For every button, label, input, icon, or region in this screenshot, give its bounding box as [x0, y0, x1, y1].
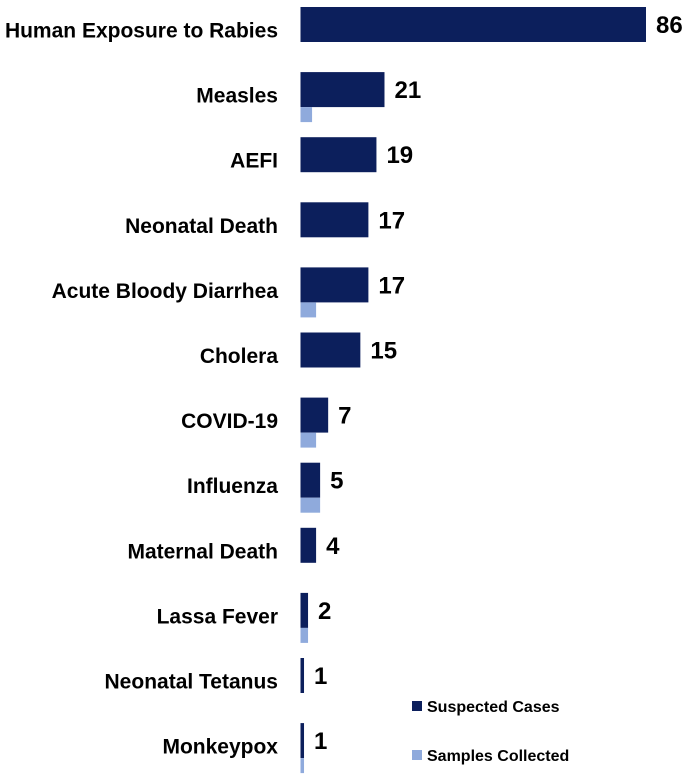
bar-samples-collected-measles [300, 107, 313, 123]
bar-suspected-cases-monkeypox [300, 723, 305, 759]
value-label-acute-bloody-diarrhea: 17 [378, 272, 405, 299]
bar-suspected-cases-human-exposure-to-rabies [300, 7, 646, 42]
value-label-influenza: 5 [330, 468, 343, 495]
category-label-acute-bloody-diarrhea: Acute Bloody Diarrhea [52, 280, 279, 303]
bar-suspected-cases-measles [300, 72, 385, 108]
bar-suspected-cases-maternal-death [300, 527, 317, 563]
value-label-neonatal-death: 17 [378, 207, 405, 234]
bar-samples-collected-covid-19 [300, 432, 317, 448]
category-label-cholera: Cholera [200, 345, 279, 368]
bar-suspected-cases-acute-bloody-diarrhea [300, 267, 369, 303]
category-label-lassa-fever: Lassa Fever [157, 605, 278, 628]
bar-samples-collected-influenza [300, 497, 321, 513]
value-label-measles: 21 [394, 77, 421, 104]
value-label-human-exposure-to-rabies: 86 [656, 12, 683, 39]
bar-samples-collected-lassa-fever [300, 627, 309, 643]
category-label-maternal-death: Maternal Death [127, 540, 278, 563]
bar-suspected-cases-lassa-fever [300, 592, 309, 628]
category-label-neonatal-tetanus: Neonatal Tetanus [105, 671, 278, 694]
category-label-measles: Measles [196, 85, 278, 108]
category-label-aefi: AEFI [230, 150, 278, 173]
bar-suspected-cases-covid-19 [300, 397, 329, 433]
category-label-influenza: Influenza [187, 475, 278, 498]
bar-suspected-cases-aefi [300, 137, 377, 173]
bars [300, 7, 646, 774]
bar-suspected-cases-cholera [300, 332, 361, 368]
value-label-lassa-fever: 2 [318, 598, 331, 625]
value-label-cholera: 15 [370, 338, 397, 365]
value-label-maternal-death: 4 [326, 533, 340, 560]
value-label-monkeypox: 1 [314, 728, 327, 755]
legend-label-samples-collected: Samples Collected [427, 748, 569, 765]
bar-suspected-cases-neonatal-tetanus [300, 658, 305, 693]
legend: Suspected Cases Samples Collected [412, 699, 569, 765]
category-label-covid-19: COVID-19 [181, 410, 278, 433]
value-label-covid-19: 7 [338, 403, 351, 430]
value-label-neonatal-tetanus: 1 [314, 663, 327, 690]
legend-swatch-samples-collected [412, 750, 422, 760]
legend-swatch-suspected-cases [412, 701, 422, 711]
category-label-human-exposure-to-rabies: Human Exposure to Rabies [5, 20, 278, 43]
category-labels: Human Exposure to Rabies Measles AEFI Neona… [5, 20, 278, 759]
value-label-aefi: 19 [386, 142, 413, 169]
bar-samples-collected-acute-bloody-diarrhea [300, 302, 317, 318]
category-label-neonatal-death: Neonatal Death [125, 215, 278, 238]
bar-samples-collected-monkeypox [300, 758, 305, 774]
legend-label-suspected-cases: Suspected Cases [427, 699, 560, 716]
bar-suspected-cases-influenza [300, 462, 321, 498]
category-label-monkeypox: Monkeypox [162, 736, 278, 759]
bar-suspected-cases-neonatal-death [300, 202, 369, 238]
